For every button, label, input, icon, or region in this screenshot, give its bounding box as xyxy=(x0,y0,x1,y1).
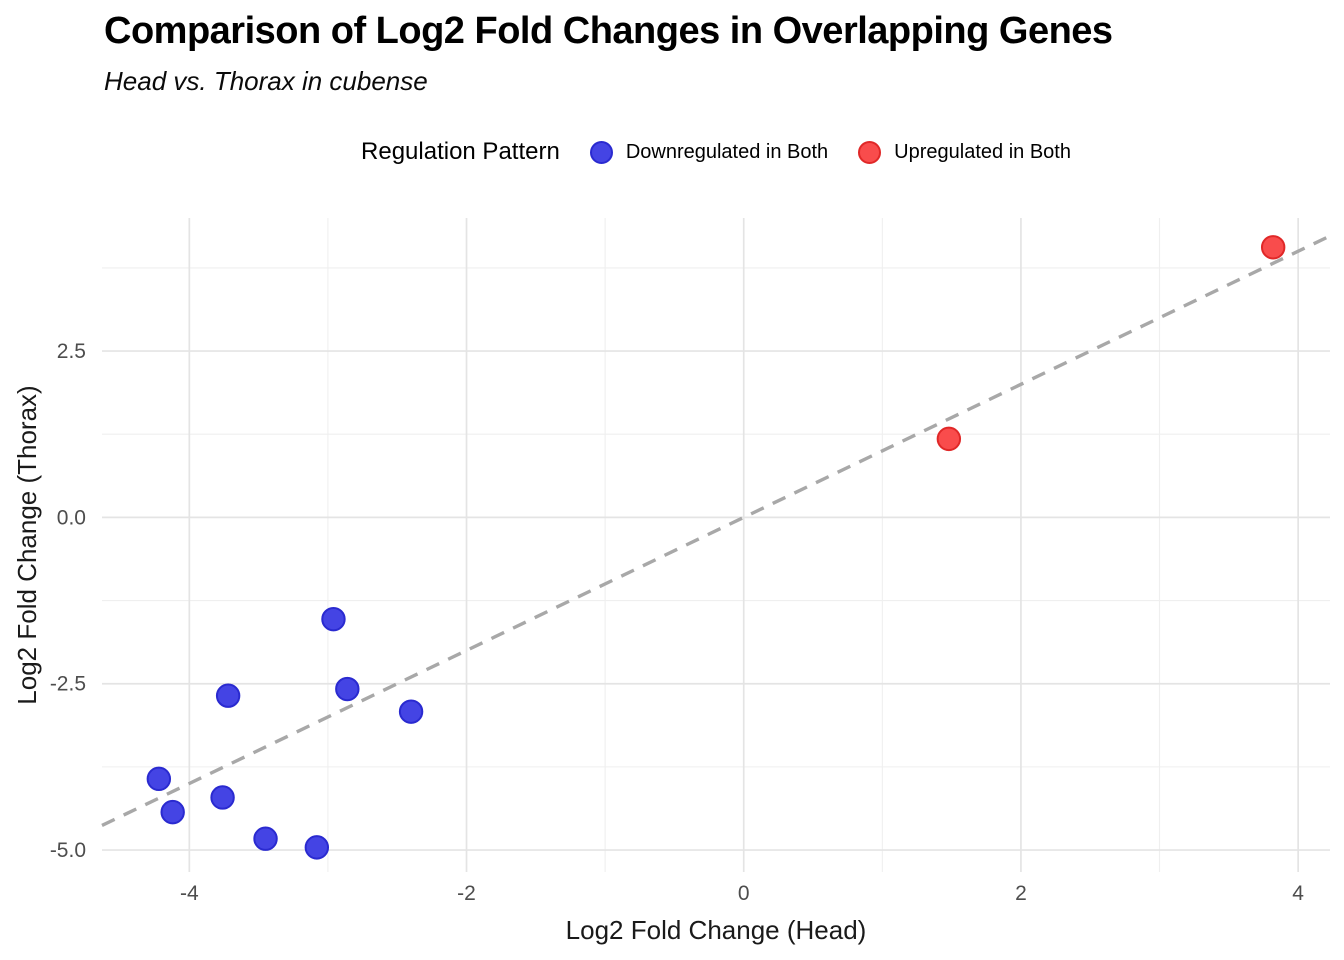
y-axis-title: Log2 Fold Change (Thorax) xyxy=(12,385,42,704)
legend: Regulation Pattern Downregulated in Both… xyxy=(102,129,1330,175)
legend-item-label: Upregulated in Both xyxy=(894,140,1071,163)
legend-item: Upregulated in Both xyxy=(858,140,1071,164)
x-tick-label: -4 xyxy=(180,882,199,905)
data-point xyxy=(335,676,360,702)
data-point xyxy=(304,835,330,860)
legend-item: Downregulated in Both xyxy=(589,140,829,164)
y-tick-label: -2.5 xyxy=(50,673,86,696)
y-tick-label: -5.0 xyxy=(50,839,86,862)
legend-item-label: Downregulated in Both xyxy=(625,140,829,163)
y-tick-label: 2.5 xyxy=(57,340,86,363)
data-point xyxy=(321,606,346,632)
x-axis-title: Log2 Fold Change (Head) xyxy=(566,915,867,945)
legend-point-icon xyxy=(589,140,613,164)
data-point xyxy=(398,699,424,724)
legend-point-icon xyxy=(858,140,882,164)
data-point xyxy=(160,799,185,825)
legend-title: Regulation Pattern xyxy=(361,138,560,165)
x-tick-label: 2 xyxy=(1015,882,1027,905)
chart-title: Comparison of Log2 Fold Changes in Overl… xyxy=(104,10,1113,52)
y-tick-label: 0.0 xyxy=(57,506,86,529)
data-point xyxy=(146,766,172,792)
data-point xyxy=(215,683,241,708)
data-point xyxy=(253,826,278,851)
identity-reference-line xyxy=(101,234,1331,827)
x-tick-label: 0 xyxy=(738,882,750,905)
x-tick-label: -2 xyxy=(457,882,476,905)
chart-subtitle: Head vs. Thorax in cubense xyxy=(104,66,428,96)
data-point xyxy=(936,426,962,452)
data-point xyxy=(1260,235,1286,260)
x-tick-label: 4 xyxy=(1292,882,1304,905)
data-point xyxy=(210,785,235,810)
